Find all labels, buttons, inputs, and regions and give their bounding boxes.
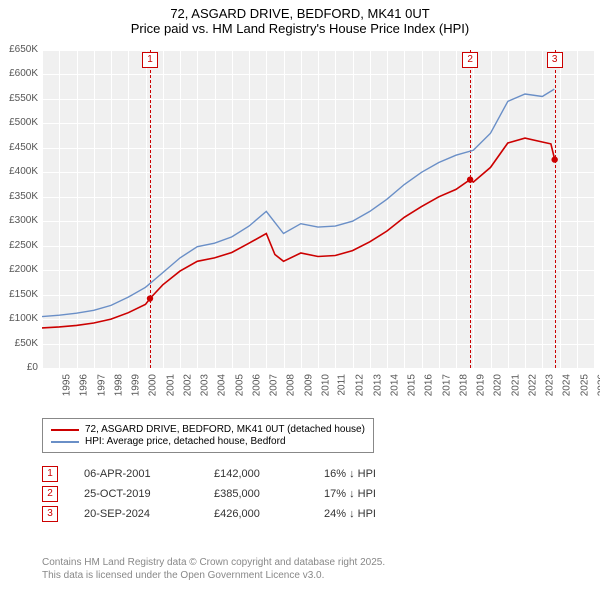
series-line <box>42 89 554 317</box>
series-svg <box>42 50 594 368</box>
xtick-label: 2017 <box>441 374 452 396</box>
xtick-label: 1999 <box>130 374 141 396</box>
xtick-label: 1997 <box>96 374 107 396</box>
sale-dot <box>551 156 557 162</box>
xtick-label: 2022 <box>527 374 538 396</box>
xtick-label: 1998 <box>113 374 124 396</box>
sale-idx: 2 <box>42 486 58 502</box>
ytick-label: £100K <box>0 313 38 324</box>
ytick-label: £250K <box>0 240 38 251</box>
xtick-label: 2026 <box>596 374 600 396</box>
sale-idx: 1 <box>42 466 58 482</box>
xtick-label: 2015 <box>406 374 417 396</box>
ytick-label: £650K <box>0 44 38 55</box>
xtick-label: 2010 <box>320 374 331 396</box>
sale-price: £142,000 <box>214 468 324 480</box>
xtick-label: 2002 <box>182 374 193 396</box>
sale-date: 20-SEP-2024 <box>84 508 214 520</box>
xtick-label: 2019 <box>475 374 486 396</box>
gridline-h <box>42 368 594 369</box>
xtick-label: 2016 <box>424 374 435 396</box>
xtick-label: 2021 <box>510 374 521 396</box>
sale-row: 2 25-OCT-2019£385,00017% ↓ HPI <box>42 486 424 502</box>
xtick-label: 2007 <box>268 374 279 396</box>
xtick-label: 2000 <box>148 374 159 396</box>
xtick-label: 1995 <box>61 374 72 396</box>
xtick-label: 2023 <box>544 374 555 396</box>
legend-label: 72, ASGARD DRIVE, BEDFORD, MK41 0UT (det… <box>85 424 365 435</box>
xtick-label: 2003 <box>199 374 210 396</box>
series-line <box>42 138 555 328</box>
title-block: 72, ASGARD DRIVE, BEDFORD, MK41 0UT Pric… <box>0 0 600 36</box>
sale-price: £426,000 <box>214 508 324 520</box>
xtick-label: 2013 <box>372 374 383 396</box>
footer-line1: Contains HM Land Registry data © Crown c… <box>42 556 385 569</box>
xtick-label: 2014 <box>389 374 400 396</box>
title-line2: Price paid vs. HM Land Registry's House … <box>0 21 600 36</box>
legend-swatch <box>51 441 79 443</box>
footer: Contains HM Land Registry data © Crown c… <box>42 556 385 582</box>
sale-dot <box>467 176 473 182</box>
ytick-label: £600K <box>0 68 38 79</box>
xtick-label: 2009 <box>303 374 314 396</box>
sales-table: 1 06-APR-2001£142,00016% ↓ HPI 2 25-OCT-201… <box>42 462 424 526</box>
legend-row: 72, ASGARD DRIVE, BEDFORD, MK41 0UT (det… <box>51 424 365 435</box>
ytick-label: £400K <box>0 166 38 177</box>
xtick-label: 1996 <box>79 374 90 396</box>
xtick-label: 2018 <box>458 374 469 396</box>
sale-idx: 3 <box>42 506 58 522</box>
legend-row: HPI: Average price, detached house, Bedf… <box>51 436 365 447</box>
ytick-label: £300K <box>0 215 38 226</box>
ytick-label: £450K <box>0 142 38 153</box>
legend-swatch <box>51 429 79 431</box>
ytick-label: £500K <box>0 117 38 128</box>
ytick-label: £150K <box>0 289 38 300</box>
xtick-label: 2020 <box>493 374 504 396</box>
sale-row: 1 06-APR-2001£142,00016% ↓ HPI <box>42 466 424 482</box>
xtick-label: 2008 <box>286 374 297 396</box>
sale-dot <box>147 295 153 301</box>
xtick-label: 2005 <box>234 374 245 396</box>
sale-price: £385,000 <box>214 488 324 500</box>
sale-hpi: 17% ↓ HPI <box>324 488 424 500</box>
ytick-label: £50K <box>0 338 38 349</box>
sale-row: 3 20-SEP-2024£426,00024% ↓ HPI <box>42 506 424 522</box>
footer-line2: This data is licensed under the Open Gov… <box>42 569 385 582</box>
title-line1: 72, ASGARD DRIVE, BEDFORD, MK41 0UT <box>0 6 600 21</box>
gridline-v <box>594 50 595 368</box>
xtick-label: 2006 <box>251 374 262 396</box>
plot-area: 123 <box>42 50 594 368</box>
xtick-label: 2012 <box>355 374 366 396</box>
legend-box: 72, ASGARD DRIVE, BEDFORD, MK41 0UT (det… <box>42 418 374 453</box>
ytick-label: £550K <box>0 93 38 104</box>
xtick-label: 2025 <box>579 374 590 396</box>
xtick-label: 2004 <box>217 374 228 396</box>
sale-date: 06-APR-2001 <box>84 468 214 480</box>
xtick-label: 2011 <box>337 374 348 396</box>
xtick-label: 2024 <box>562 374 573 396</box>
ytick-label: £350K <box>0 191 38 202</box>
sale-hpi: 16% ↓ HPI <box>324 468 424 480</box>
ytick-label: £200K <box>0 264 38 275</box>
chart-frame: 72, ASGARD DRIVE, BEDFORD, MK41 0UT Pric… <box>0 0 600 590</box>
sale-hpi: 24% ↓ HPI <box>324 508 424 520</box>
sale-date: 25-OCT-2019 <box>84 488 214 500</box>
legend-label: HPI: Average price, detached house, Bedf… <box>85 436 286 447</box>
xtick-label: 2001 <box>165 374 176 396</box>
ytick-label: £0 <box>0 362 38 373</box>
